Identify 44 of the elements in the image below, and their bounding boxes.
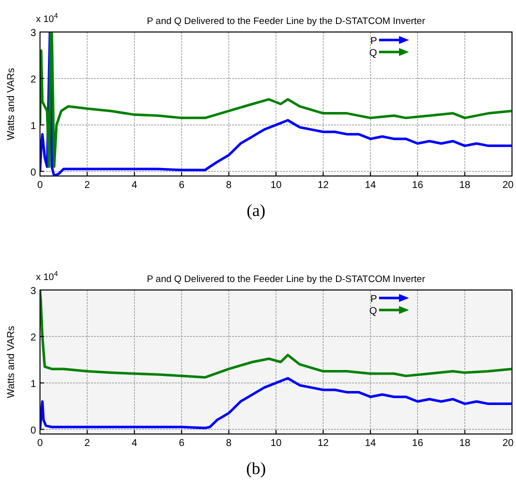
y-tick-label: 1 bbox=[30, 120, 36, 132]
x-tick-label: 4 bbox=[132, 180, 138, 191]
legend-label: Q bbox=[369, 306, 378, 317]
x-tick-label: 10 bbox=[270, 438, 282, 449]
chart-title: P and Q Delivered to the Feeder Line by the D-STATCOM Inverter bbox=[146, 274, 426, 285]
text: x 10$^{4}$ bbox=[36, 270, 58, 283]
y-tick-label: 3 bbox=[30, 286, 36, 297]
x-tick-label: 18 bbox=[459, 438, 471, 449]
x-tick-label: 14 bbox=[364, 180, 376, 191]
legend-label: P bbox=[370, 294, 378, 305]
y-tick-label: 3 bbox=[30, 28, 36, 39]
text: (b) bbox=[246, 459, 266, 478]
y-axis-title: Watts and VARs bbox=[6, 68, 17, 140]
x-tick-label: 2 bbox=[84, 438, 90, 449]
legend-label: Q bbox=[369, 48, 378, 59]
x-tick-label: 0 bbox=[37, 180, 44, 191]
line-series bbox=[40, 377, 512, 431]
x-tick-label: 12 bbox=[318, 438, 330, 449]
text: (a) bbox=[246, 201, 266, 220]
y-axis-title: Watts and VARs bbox=[6, 326, 17, 398]
x-tick-label: 4 bbox=[132, 438, 138, 449]
x-tick-label: 14 bbox=[364, 438, 376, 449]
x-tick-label: 20 bbox=[502, 180, 514, 191]
x-tick-label: 2 bbox=[84, 180, 90, 191]
line-series bbox=[40, 290, 512, 379]
legend-label: P bbox=[370, 36, 378, 47]
x-tick-label: 6 bbox=[178, 180, 185, 191]
y-tick-label: 0 bbox=[30, 425, 36, 436]
x-tick-label: 8 bbox=[226, 438, 232, 449]
x-tick-label: 10 bbox=[270, 180, 282, 191]
x-tick-label: 6 bbox=[178, 438, 185, 449]
x-tick-label: 18 bbox=[459, 180, 471, 191]
x-tick-label: 0 bbox=[37, 438, 44, 449]
y-tick-label: 0 bbox=[30, 167, 36, 178]
x-tick-label: 16 bbox=[412, 180, 424, 191]
y-tick-label: 2 bbox=[30, 74, 36, 86]
x-tick-label: 20 bbox=[502, 438, 514, 449]
x-tick-label: 8 bbox=[226, 180, 232, 191]
y-tick-label: 2 bbox=[30, 332, 36, 344]
chart-title: P and Q Delivered to the Feeder Line by the D-STATCOM Inverter bbox=[146, 16, 426, 27]
text: x 10$^{4}$ bbox=[36, 12, 58, 25]
x-tick-label: 12 bbox=[318, 180, 330, 191]
x-tick-label: 16 bbox=[412, 438, 424, 449]
y-tick-label: 1 bbox=[30, 378, 36, 390]
